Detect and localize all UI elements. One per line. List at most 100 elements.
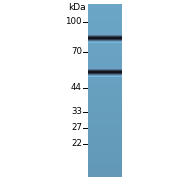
Bar <box>88 84 122 85</box>
Bar <box>88 127 122 128</box>
Bar <box>88 96 122 97</box>
Bar <box>88 128 122 129</box>
Bar <box>88 48 122 49</box>
Bar <box>88 40 122 41</box>
Bar <box>88 79 122 80</box>
Bar <box>88 69 122 70</box>
Bar <box>88 76 122 77</box>
Bar <box>88 19 122 20</box>
Bar <box>88 105 122 106</box>
Bar <box>88 92 122 93</box>
Bar <box>88 146 122 147</box>
Bar <box>88 155 122 156</box>
Bar <box>88 12 122 13</box>
Bar <box>88 31 122 33</box>
Text: 22: 22 <box>71 140 82 148</box>
Bar <box>88 94 122 96</box>
Bar <box>88 143 122 144</box>
Bar <box>88 37 122 38</box>
Bar <box>88 151 122 152</box>
Bar <box>88 166 122 167</box>
Bar <box>88 42 122 44</box>
Bar <box>88 81 122 82</box>
Bar <box>88 108 122 109</box>
Bar <box>88 52 122 53</box>
Bar <box>88 49 122 50</box>
Bar <box>88 172 122 173</box>
Bar <box>88 109 122 111</box>
Bar <box>88 119 122 120</box>
Bar <box>88 148 122 149</box>
Bar <box>88 80 122 81</box>
Bar <box>88 26 122 27</box>
Bar <box>88 65 122 66</box>
Bar <box>88 168 122 169</box>
Bar <box>88 116 122 117</box>
Bar <box>88 72 122 73</box>
Bar <box>88 161 122 162</box>
Bar <box>88 38 122 39</box>
Bar <box>88 74 122 75</box>
Bar <box>88 49 122 50</box>
Bar <box>88 4 122 5</box>
Bar <box>88 176 122 177</box>
Bar <box>88 39 122 40</box>
Bar <box>88 87 122 88</box>
Bar <box>88 39 122 40</box>
Bar <box>88 97 122 98</box>
Bar <box>88 7 122 8</box>
Bar <box>88 61 122 62</box>
Bar <box>88 37 122 38</box>
Bar <box>88 51 122 52</box>
Bar <box>88 14 122 15</box>
Bar <box>88 72 122 73</box>
Bar <box>88 25 122 26</box>
Bar <box>88 107 122 108</box>
Bar <box>88 72 122 73</box>
Bar <box>88 83 122 84</box>
Bar <box>88 137 122 138</box>
Bar <box>88 121 122 122</box>
Bar <box>88 88 122 89</box>
Bar <box>88 107 122 108</box>
Bar <box>88 47 122 48</box>
Bar <box>88 167 122 168</box>
Bar <box>88 72 122 73</box>
Bar <box>88 27 122 28</box>
Bar <box>88 83 122 84</box>
Bar <box>88 40 122 41</box>
Bar <box>88 81 122 82</box>
Bar <box>88 147 122 148</box>
Bar <box>88 78 122 80</box>
Bar <box>88 44 122 45</box>
Bar <box>88 73 122 74</box>
Bar <box>88 136 122 138</box>
Bar <box>88 36 122 37</box>
Bar <box>88 34 122 35</box>
Bar <box>88 165 122 166</box>
Bar <box>88 19 122 21</box>
Bar <box>88 90 122 91</box>
Bar <box>88 77 122 78</box>
Bar <box>88 130 122 131</box>
Bar <box>88 43 122 44</box>
Bar <box>88 22 122 23</box>
Bar <box>88 103 122 104</box>
Bar <box>88 144 122 145</box>
Bar <box>88 44 122 45</box>
Bar <box>88 68 122 69</box>
Bar <box>88 119 122 120</box>
Bar <box>88 103 122 104</box>
Bar <box>88 127 122 128</box>
Bar <box>88 139 122 140</box>
Bar <box>88 98 122 99</box>
Bar <box>88 110 122 111</box>
Bar <box>88 109 122 110</box>
Bar <box>88 50 122 51</box>
Bar <box>88 154 122 155</box>
Bar <box>88 71 122 72</box>
Bar <box>88 54 122 55</box>
Bar <box>88 155 122 156</box>
Bar <box>88 123 122 124</box>
Bar <box>88 120 122 122</box>
